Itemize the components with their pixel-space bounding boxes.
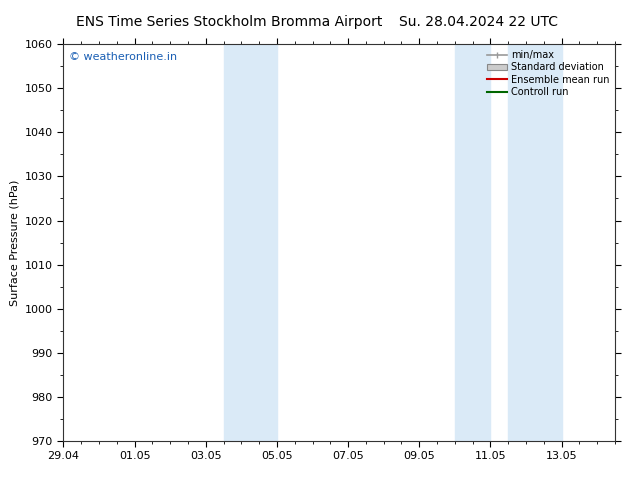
Text: © weatheronline.in: © weatheronline.in [69,52,177,62]
Bar [455,44,491,441]
Y-axis label: Surface Pressure (hPa): Surface Pressure (hPa) [10,179,19,306]
Legend: min/max, Standard deviation, Ensemble mean run, Controll run: min/max, Standard deviation, Ensemble me… [483,46,613,101]
Bar [508,44,562,441]
Bar [224,44,277,441]
Text: ENS Time Series Stockholm Bromma Airport: ENS Time Series Stockholm Bromma Airport [76,15,382,29]
Text: Su. 28.04.2024 22 UTC: Su. 28.04.2024 22 UTC [399,15,558,29]
